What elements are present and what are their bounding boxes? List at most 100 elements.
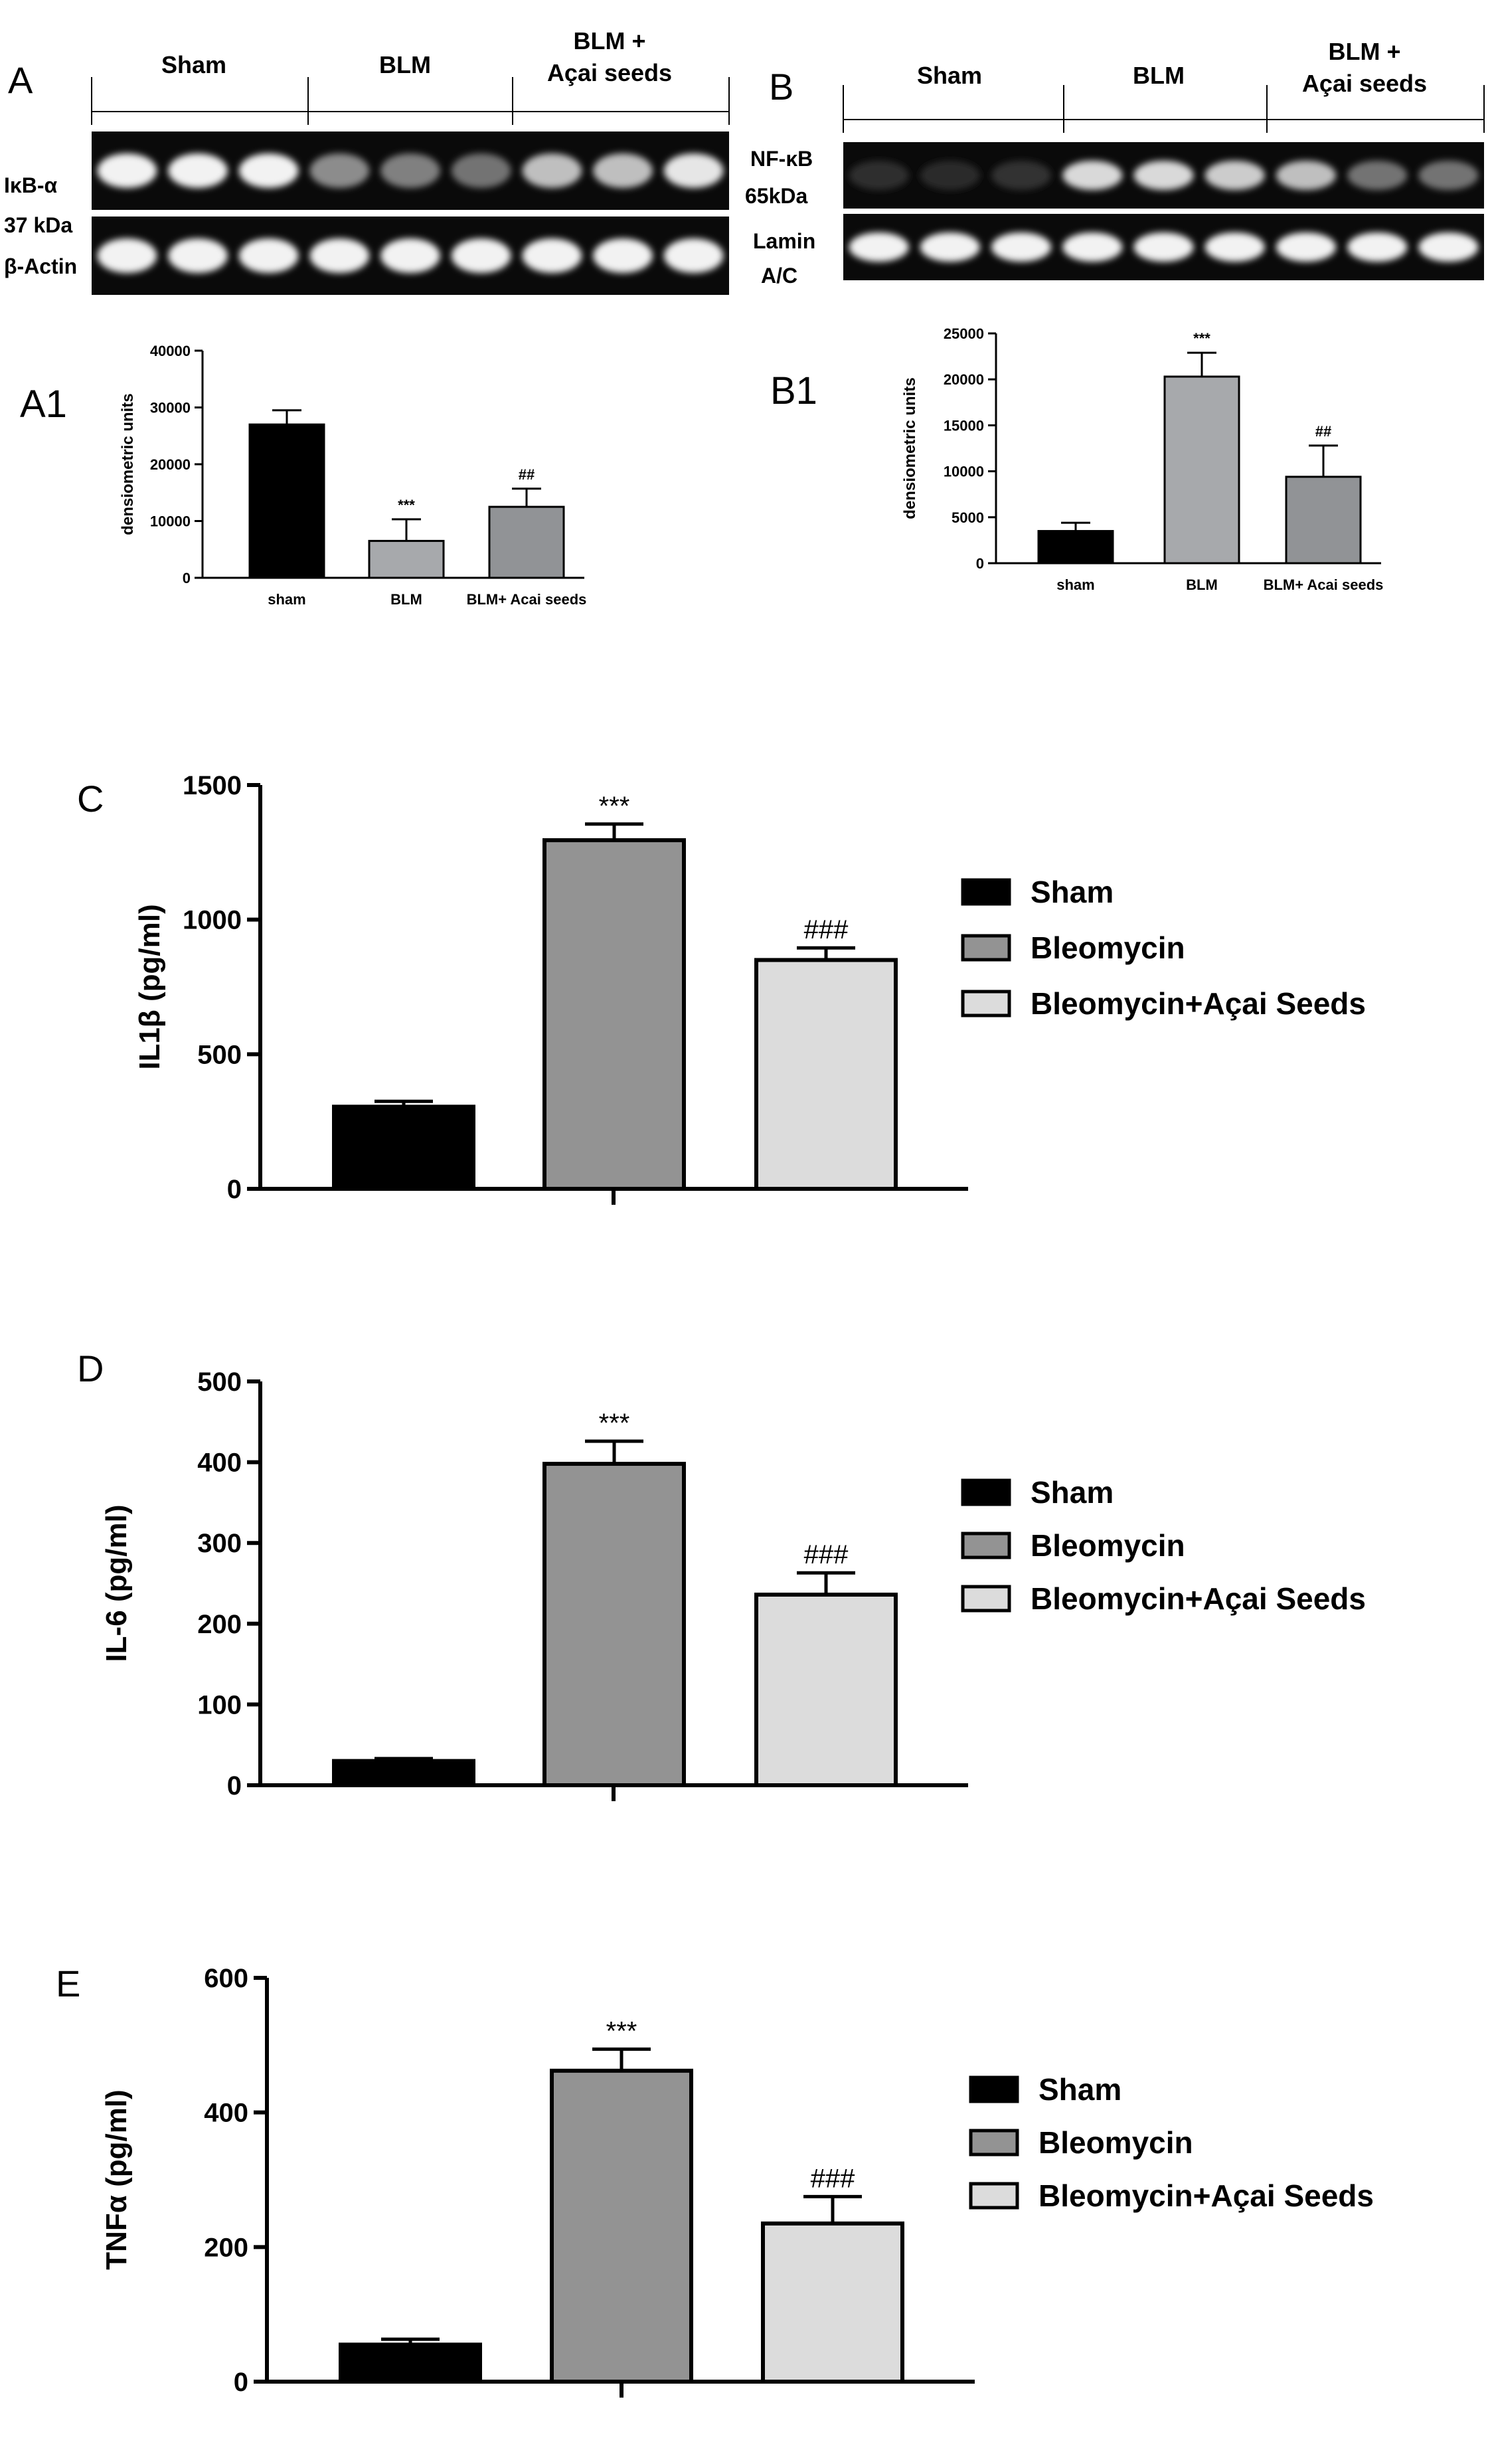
bar [754, 1593, 898, 1787]
significance-marker: ### [804, 915, 849, 944]
blot-band [663, 153, 724, 188]
blot-band [97, 238, 157, 273]
blot-band [593, 153, 653, 188]
y-tick-label: 300 [197, 1529, 242, 1558]
blot-band [380, 238, 440, 273]
group-label-sham: Sham [917, 62, 982, 89]
y-tick-label: 200 [204, 2233, 248, 2262]
y-tick-label: 20000 [150, 456, 191, 473]
blot-band [522, 153, 582, 188]
y-tick-label: 15000 [944, 417, 984, 434]
bar [248, 423, 325, 579]
blot-band [1418, 161, 1479, 190]
x-tick-label: BLM [1186, 576, 1218, 593]
group-label-blm-plus: BLM + [573, 27, 645, 54]
y-tick-label: 5000 [952, 509, 984, 526]
y-tick-label: 20000 [944, 371, 984, 388]
bar [550, 2068, 693, 2384]
y-tick-label: 0 [976, 555, 984, 572]
y-tick-label: 400 [204, 2099, 248, 2128]
y-tick-label: 1000 [183, 906, 242, 935]
legend-entry: Bleomycin [1038, 2125, 1193, 2160]
legend-swatch [961, 934, 1011, 962]
bar-chart-e: E 0 200 400 600 TNFα (pg/ml) Sham *** Bleomycin #… [56, 1963, 1374, 2398]
row-label: 37 kDa [4, 213, 72, 237]
group-label-blm: BLM [1133, 62, 1185, 89]
row-label: β-Actin [4, 254, 77, 278]
y-tick-label: 10000 [944, 464, 984, 480]
significance-marker: *** [398, 497, 415, 513]
bar-chart-a1: A1 0 10000 20000 30000 40000 densiometric unit… [20, 343, 586, 608]
y-axis-label: densiometric units [901, 377, 919, 519]
legend-swatch [961, 878, 1011, 906]
significance-marker: ## [519, 466, 535, 483]
group-label-sham: Sham [161, 51, 226, 78]
significance-marker: *** [599, 1409, 630, 1438]
group-label-blm: BLM [379, 51, 431, 78]
x-tick-label: BLM+ Acai seeds [1264, 576, 1384, 593]
y-tick-label: 200 [197, 1610, 242, 1639]
y-tick-label: 100 [197, 1690, 242, 1719]
blot-band [522, 238, 582, 273]
panel-letter-a: A [8, 59, 33, 101]
blot-band [451, 153, 511, 188]
bar-chart-b1: B1 0 5000 10000 15000 20000 25000 densiometric … [770, 325, 1383, 593]
group-label-acai-seeds: Açai seeds [547, 59, 672, 86]
blot-band [920, 161, 980, 190]
legend-entry: Bleomycin+Açai Seeds [1031, 1581, 1366, 1616]
legend-swatch [961, 1585, 1011, 1613]
significance-marker: ## [1315, 423, 1331, 440]
blot-band [1062, 232, 1123, 262]
group-label-acai-seeds: Açai seeds [1302, 70, 1427, 97]
legend-entry: Bleomycin+Açai Seeds [1038, 2178, 1374, 2213]
blot-band [1418, 232, 1479, 262]
significance-marker: *** [606, 2016, 637, 2046]
y-tick-label: 0 [183, 570, 191, 586]
y-tick-label: 1500 [183, 771, 242, 800]
blot-band [1062, 161, 1123, 190]
y-tick-label: 10000 [150, 513, 191, 530]
panel-letter: C [77, 778, 104, 820]
blot-band [380, 153, 440, 188]
blot-band [1204, 161, 1265, 190]
legend-entry: Sham [1031, 875, 1114, 909]
blot-band [97, 153, 157, 188]
y-tick-label: 40000 [150, 343, 191, 359]
legend-entry: Sham [1038, 2072, 1121, 2107]
y-axis-label: densiometric units [119, 393, 137, 535]
legend-entry: Bleomycin [1031, 930, 1185, 965]
blot-band [451, 238, 511, 273]
bar [1285, 476, 1362, 565]
blot-band [1347, 161, 1408, 190]
panel-letter-b: B [769, 66, 793, 108]
significance-marker: ### [811, 2164, 855, 2193]
y-axis-label: TNFα (pg/ml) [100, 2089, 133, 2269]
blot-band [1276, 232, 1336, 262]
bar-chart-c: C 0 500 1000 1500 IL1β (pg/ml) Sham *** Bleomyci… [77, 771, 1366, 1205]
y-tick-label: 0 [234, 2368, 248, 2397]
panel-letter: B1 [770, 369, 817, 412]
blot-band [238, 153, 299, 188]
y-tick-label: 25000 [944, 325, 984, 342]
western-blot-panel-b: B Sham BLM BLM + Açai seeds NF-κB 65kDa Lamin A/… [745, 38, 1485, 288]
row-label: NF-κB [750, 147, 813, 171]
blot-band [593, 238, 653, 273]
x-tick-label: sham [268, 591, 305, 608]
legend-swatch [969, 2129, 1019, 2156]
blot-band [309, 238, 370, 273]
y-tick-label: 500 [197, 1367, 242, 1397]
bar [1163, 375, 1240, 565]
blot-band [168, 153, 228, 188]
y-tick-label: 400 [197, 1449, 242, 1478]
legend-swatch [969, 2075, 1019, 2103]
y-tick-label: 0 [227, 1771, 242, 1801]
significance-marker: ### [804, 1540, 849, 1569]
legend-entry: Bleomycin [1031, 1528, 1185, 1563]
x-tick-label: BLM+ Acai seeds [467, 591, 587, 608]
bar [542, 838, 686, 1191]
y-tick-label: 0 [227, 1175, 242, 1204]
bar [339, 2342, 482, 2384]
legend-swatch [961, 1478, 1011, 1506]
significance-marker: *** [599, 792, 630, 821]
